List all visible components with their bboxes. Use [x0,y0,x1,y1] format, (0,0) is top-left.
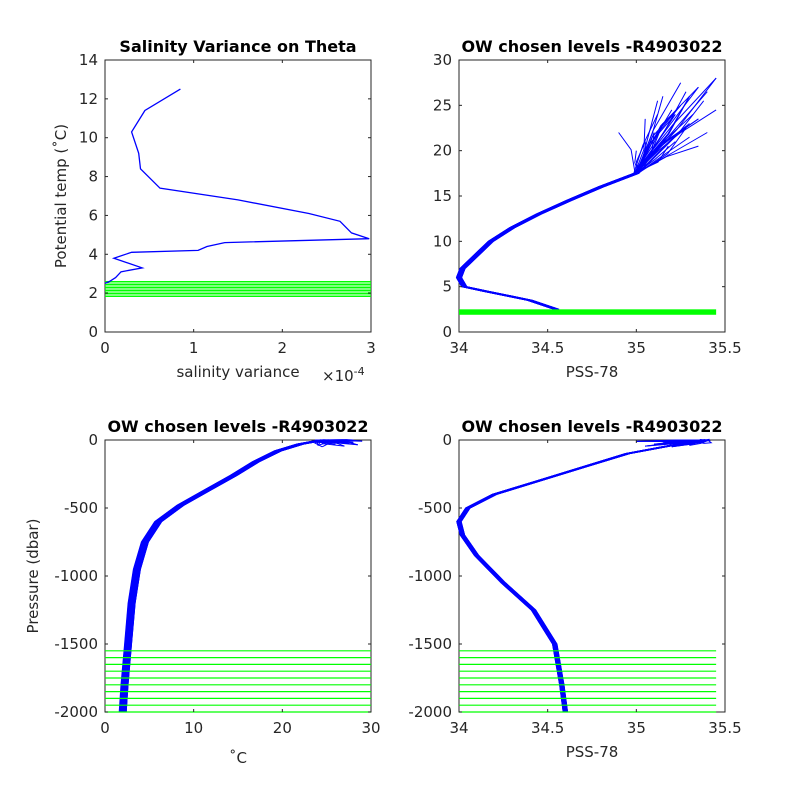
x-tick-label: 0 [100,339,110,357]
y-tick-label: 10 [433,232,452,250]
y-tick-label: 5 [442,278,452,296]
y-tick-label: 10 [79,129,98,147]
x-tick-label: 34.5 [531,339,564,357]
panel-temperature-pressure: OW chosen levels -R4903022 0 10 20 30 -2000 -… [24,417,381,767]
y-tick-label: -1000 [408,567,452,585]
y-tick-label: -2000 [54,703,98,721]
y-tick-label: 6 [88,206,98,224]
x-tick-label: 2 [278,339,288,357]
profile-line [460,127,687,310]
y-tick-label: 2 [88,284,98,302]
x-tick-label: 35 [627,339,646,357]
x-tick-label: 20 [273,719,292,737]
plot-frame [104,59,372,333]
y-axis-label: Potential temp (˚C) [52,124,70,268]
y-tick-label: 30 [433,51,452,69]
y-tick-label: -500 [418,499,452,517]
profile-line [125,439,358,713]
tick-labels: 0 10 20 30 -2000 -1500 -1000 -500 0 [54,431,380,737]
profile-line [456,118,699,310]
y-tick-label: 0 [442,323,452,341]
x-axis-label: ˚C [229,749,247,767]
x-tick-label: 35 [627,719,646,737]
y-tick-label: -1000 [54,567,98,585]
y-tick-label: -500 [64,499,98,517]
x-tick-label: 34 [449,719,468,737]
x-tick-label: 35.5 [708,339,741,357]
x-tick-label: 10 [184,719,203,737]
tick-labels: 34 34.5 35 35.5 0 5 10 15 20 25 30 [433,51,742,357]
y-tick-label: -1500 [54,635,98,653]
x-axis-label: salinity variance [176,363,299,381]
y-tick-label: 12 [79,90,98,108]
x-axis-label: PSS-78 [566,743,619,761]
plot-area [105,439,371,713]
y-axis-label: Pressure (dbar) [24,519,42,634]
profile-line [457,439,708,713]
plot-frame [458,439,726,713]
plot-area [455,77,717,315]
x-tick-label: 34.5 [531,719,564,737]
x-tick-label: 1 [189,339,199,357]
y-tick-label: 0 [442,431,452,449]
chart-title: OW chosen levels -R4903022 [461,417,722,436]
x-tick-label: 30 [361,719,380,737]
x-axis-exponent: ×10-4 [322,365,365,385]
y-tick-label: 14 [79,51,98,69]
x-tick-label: 34 [449,339,468,357]
y-tick-label: 0 [88,431,98,449]
y-tick-label: -2000 [408,703,452,721]
y-tick-label: -1500 [408,635,452,653]
chart-title: OW chosen levels -R4903022 [107,417,368,436]
y-tick-label: 15 [433,187,452,205]
tick-labels: 34 34.5 35 35.5 -2000 -1500 -1000 -500 0 [408,431,741,737]
profile-line [120,439,327,713]
variance-line [104,88,370,284]
plot-area [456,438,717,713]
x-tick-label: 35.5 [708,719,741,737]
y-tick-label: 4 [88,245,98,263]
x-tick-label: 0 [100,719,110,737]
chart-title: OW chosen levels -R4903022 [461,37,722,56]
y-tick-label: 8 [88,168,98,186]
chosen-level-band [459,309,717,315]
x-axis-label: PSS-78 [566,363,619,381]
y-tick-label: 0 [88,323,98,341]
y-tick-label: 25 [433,96,452,114]
plot-area [104,88,371,297]
x-tick-label: 3 [366,339,376,357]
plot-frame [104,439,372,713]
chart-title: Salinity Variance on Theta [119,37,356,56]
y-tick-label: 20 [433,142,452,160]
panel-salinity-variance: Salinity Variance on Theta 0 1 2 3024681012… [52,37,376,385]
panel-salinity-pressure: OW chosen levels -R4903022 34 34.5 35 35.5 -… [408,417,741,761]
panel-theta-salinity: OW chosen levels -R4903022 34 34.5 35 35.5 0… [433,37,742,381]
